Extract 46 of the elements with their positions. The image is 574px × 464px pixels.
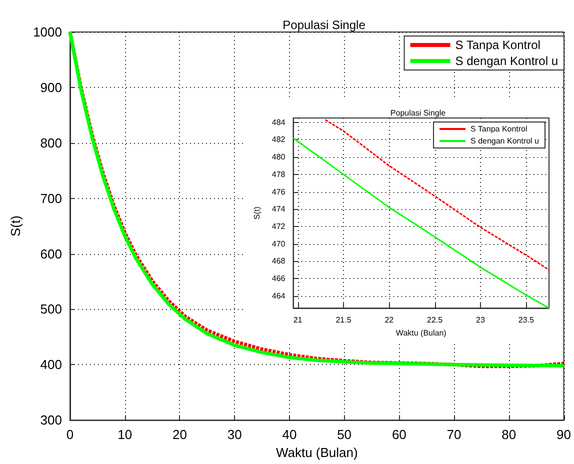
x-tick-label: 30: [227, 427, 242, 442]
y-tick-label: 600: [40, 246, 62, 262]
x-tick-label: 0: [66, 427, 74, 442]
y-tick-label: 474: [272, 204, 286, 214]
x-tick-label: 40: [282, 427, 297, 442]
y-tick-label: 472: [272, 222, 286, 232]
y-tick-label: 400: [40, 357, 62, 372]
y-tick-label: 476: [272, 187, 286, 196]
x-axis-title: Waktu (Bulan): [276, 445, 358, 460]
y-tick-label: 470: [272, 239, 286, 248]
x-tick-label: 90: [556, 427, 572, 442]
y-tick-label: 482: [272, 135, 286, 144]
y-axis-title: S(t): [8, 216, 24, 237]
y-tick-label: 466: [272, 274, 286, 284]
y-tick-label: 300: [40, 412, 62, 428]
y-tick-label: 700: [40, 190, 62, 206]
x-tick-label: 23.5: [518, 316, 534, 325]
y-tick-label: 464: [272, 291, 286, 300]
legend-label: S Tanpa Kontrol: [470, 124, 528, 134]
x-axis-title: Waktu (Bulan): [396, 328, 447, 338]
y-tick-label: 480: [272, 152, 286, 162]
y-tick-label: 478: [272, 170, 286, 179]
line-series: [324, 118, 550, 271]
x-tick-label: 23: [476, 316, 486, 325]
y-axis-title: S(t): [252, 206, 262, 220]
x-tick-label: 22.5: [427, 316, 444, 325]
chart-title: Populasi Single: [390, 108, 446, 118]
legend-label: S dengan Kontrol u: [470, 136, 540, 146]
x-tick-label: 60: [392, 427, 406, 442]
y-tick-label: 500: [40, 302, 62, 317]
x-tick-label: 80: [502, 427, 516, 442]
x-tick-label: 10: [118, 427, 132, 442]
x-tick-label: 50: [337, 427, 352, 442]
legend-label: S Tanpa Kontrol: [455, 38, 540, 52]
chart-title: Populasi Single: [282, 18, 366, 32]
legend-label: S dengan Kontrol u: [455, 54, 558, 68]
y-tick-label: 900: [40, 80, 62, 95]
x-tick-label: 20: [172, 427, 187, 442]
x-tick-label: 21.5: [336, 316, 352, 325]
x-tick-label: 70: [446, 427, 462, 442]
x-tick-label: 21: [293, 316, 303, 325]
y-tick-label: 468: [272, 256, 286, 266]
x-tick-label: 22: [384, 316, 394, 325]
y-tick-label: 800: [40, 135, 62, 150]
y-tick-label: 484: [272, 118, 286, 127]
y-tick-label: 1000: [33, 24, 62, 40]
